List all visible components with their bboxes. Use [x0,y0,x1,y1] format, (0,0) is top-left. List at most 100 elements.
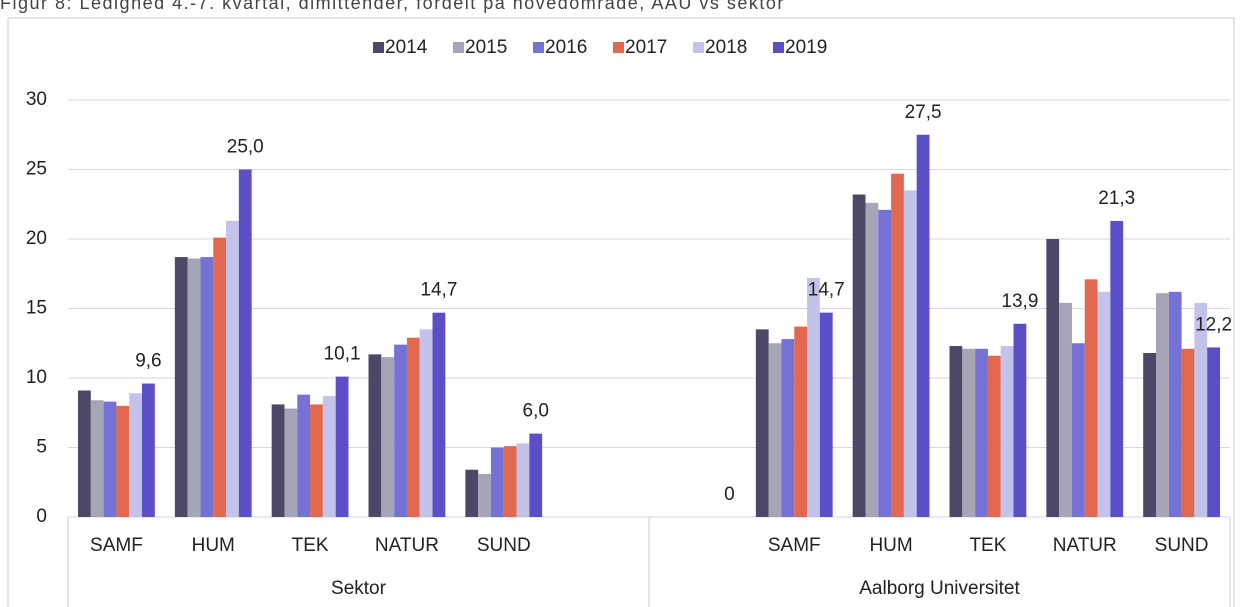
bar [187,258,201,517]
bar [213,237,227,518]
y-tick-label: 20 [26,228,47,249]
legend-label: 2015 [465,37,507,58]
bar [903,190,917,517]
legend-swatch [613,42,624,53]
bar [891,173,904,518]
bar [987,355,1001,517]
legend-swatch [453,42,464,53]
legend-swatch [373,42,384,53]
bar [852,194,866,517]
bar [819,312,833,517]
bar [368,354,382,517]
bar [878,209,892,517]
bar [478,473,491,517]
bar [529,433,543,517]
chart-title: Figur 8: Ledighed 4.-7. kvartal, dimitte… [0,0,785,13]
bar [1168,291,1182,517]
bar [238,169,252,517]
data-label: 9,6 [135,351,161,372]
y-tick-label: 15 [26,298,47,319]
bar [432,312,446,517]
bar [949,346,963,517]
legend-label: 2019 [785,37,827,58]
bar [916,134,930,517]
bar [406,337,420,517]
bar [1207,347,1220,517]
bar [419,329,433,517]
legend-label: 2017 [625,37,667,58]
bar [78,390,91,517]
y-tick-label: 25 [26,159,47,180]
bar [975,348,988,517]
x-tick-label: SAMF [768,535,821,556]
bar [284,408,298,517]
y-tick-label: 30 [26,89,47,110]
legend-swatch [693,42,704,53]
bar [1181,348,1195,517]
bar [90,400,104,517]
bar [516,443,530,517]
bar [381,357,395,517]
group-label: Aalborg Universitet [859,578,1020,599]
data-label: 6,0 [523,401,549,422]
bar [755,329,769,517]
legend-label: 2014 [385,37,428,58]
bar [1110,220,1124,517]
x-tick-label: TEK [969,535,1006,556]
data-label: 13,9 [1001,291,1038,312]
bar [322,396,336,517]
bar [781,339,795,517]
x-tick-label: SUND [1155,535,1209,556]
bar [335,376,349,517]
bar [1059,302,1072,517]
bar [394,344,407,517]
group-label: Sektor [331,578,387,599]
data-label: 27,5 [905,102,942,123]
legend-swatch [533,42,544,53]
bar [865,202,879,518]
bar [1194,302,1208,517]
x-tick-label: TEK [292,535,329,556]
bar [271,404,285,517]
bar [226,220,239,517]
x-tick-label: HUM [869,535,912,556]
bar [1000,346,1014,517]
legend-label: 2016 [545,37,587,58]
bar [1046,239,1060,517]
y-tick-label: 5 [36,437,47,458]
bar [1013,323,1027,517]
data-label: 21,3 [1098,188,1135,209]
data-label: 25,0 [227,137,264,158]
bar [503,446,517,517]
data-label: 14,7 [420,280,457,301]
bar [297,394,311,517]
x-tick-label: NATUR [1053,535,1117,556]
x-tick-label: SAMF [90,535,143,556]
bar [768,343,782,517]
bar [1143,352,1156,517]
data-label: 10,1 [324,344,361,365]
legend-swatch [773,42,784,53]
bar [1071,343,1085,517]
bar [794,326,808,517]
bar [142,383,155,517]
y-tick-label: 0 [36,506,47,527]
chart-frame [7,17,1235,607]
legend-label: 2018 [705,37,747,58]
bar [807,277,820,517]
bar [962,348,976,517]
data-label: 0 [724,484,735,505]
x-tick-label: SUND [477,535,531,556]
bar [129,393,143,517]
bar [103,401,117,517]
bar [116,405,130,517]
bar [1155,293,1169,517]
data-label: 14,7 [808,280,845,301]
bar [310,404,323,517]
bar [174,257,188,517]
bar [1097,291,1111,517]
data-label: 12,2 [1195,314,1232,335]
x-tick-label: HUM [192,535,235,556]
y-tick-label: 10 [26,367,47,388]
